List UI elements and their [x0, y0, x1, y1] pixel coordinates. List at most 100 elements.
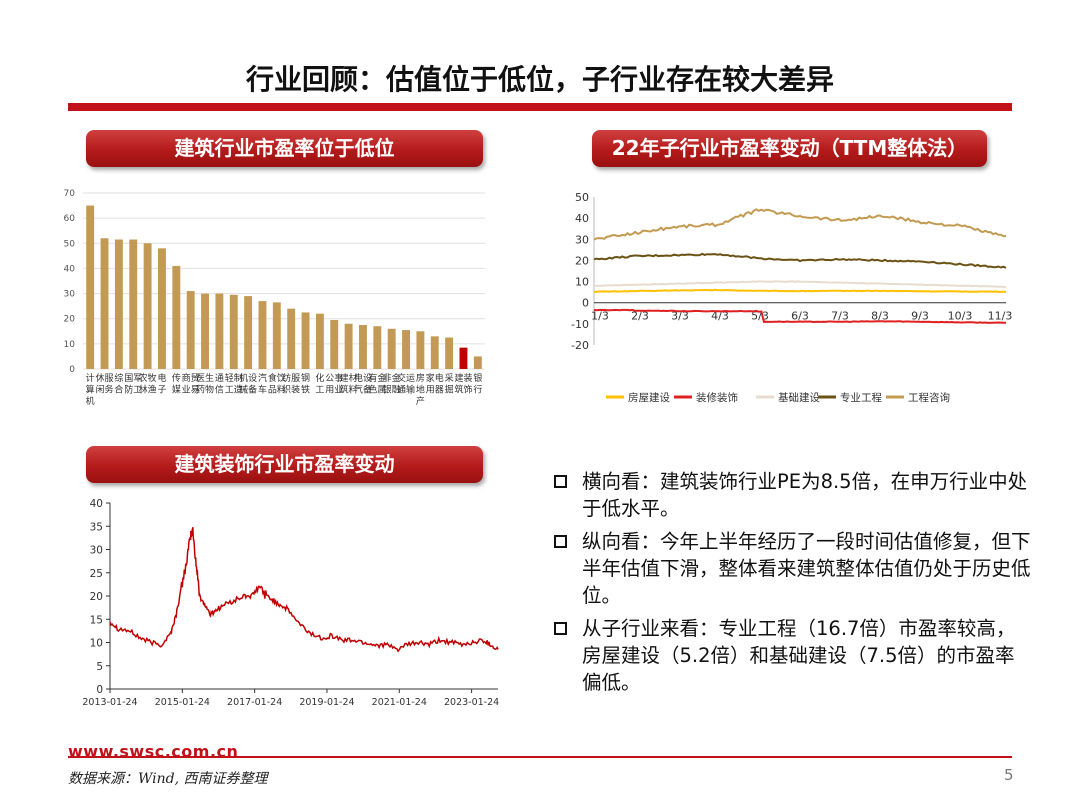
- legend-label: 基础建设: [778, 391, 820, 404]
- x-tick-label: 化工: [315, 372, 324, 396]
- x-tick-label: 交通运输: [397, 372, 415, 396]
- x-tick-label: 有色金属: [368, 372, 386, 396]
- y-tick-label: 20: [575, 254, 589, 267]
- y-tick-label: 10: [64, 340, 76, 350]
- x-tick-label: 公用事业: [325, 372, 343, 396]
- bar: [229, 294, 238, 369]
- y-tick-label: 60: [64, 214, 76, 224]
- checkbox-bullet-icon: [554, 622, 567, 635]
- decoration-pe-history-chart: 0 5 10 15 20 25 30 35 40 2013-01-24 2015-01-24 2017…: [82, 498, 499, 708]
- x-tick-label: 8/3: [871, 310, 889, 323]
- y-tick-label: 70: [64, 189, 76, 199]
- title-underline: [68, 103, 1012, 111]
- x-tick-label: 国防军工: [124, 373, 142, 396]
- bar: [258, 301, 267, 369]
- x-tick-label: 综合: [114, 372, 123, 396]
- x-tick-label: 2023-01-24: [444, 697, 499, 708]
- bar: [244, 296, 253, 369]
- bullet-text: 横向看：建筑装饰行业PE为8.5倍，在申万行业中处于低水平。: [582, 470, 1028, 520]
- bar: [330, 319, 339, 369]
- bar: [114, 239, 123, 369]
- x-tick-label: 钢铁: [301, 372, 310, 396]
- x-tick-label: 医药生物: [196, 372, 214, 396]
- bar: [315, 313, 324, 369]
- bar: [359, 325, 367, 369]
- bar: [186, 291, 195, 369]
- x-tick-label: 纺织服装: [282, 372, 300, 396]
- x-tick-label: 食品饮料: [268, 372, 286, 396]
- series-line: [593, 208, 1007, 241]
- y-tick-label: 30: [64, 290, 76, 300]
- page-number: 5: [1004, 766, 1014, 784]
- y-tick-label: -20: [571, 339, 589, 352]
- y-tick-label: 50: [64, 239, 76, 249]
- x-tick-label: 非银金融: [383, 372, 401, 396]
- x-tick-label: 机械设备: [239, 372, 257, 396]
- x-tick-label: 3/3: [671, 310, 689, 323]
- x-tick-label: 传媒: [172, 372, 181, 396]
- x-tick-label: 9/3: [911, 310, 929, 323]
- bullet-text: 纵向看：今年上半年经历了一段时间估值修复，但下半年估值下滑，整体看来建筑整体估值…: [582, 530, 1031, 607]
- x-tick-label: 休闲服务: [96, 372, 114, 396]
- y-tick-label: 10: [575, 276, 589, 289]
- footer-divider: [68, 756, 1012, 758]
- y-tick-label: 35: [90, 521, 103, 533]
- y-tick-label: 0: [96, 684, 103, 696]
- bar: [86, 205, 95, 369]
- sub-industry-pe-line-chart: -20 -10 0 10 20 30 40 50 1/3 2/3 3/3 4/3 5/3 6/3 7/3 8/…: [571, 191, 1013, 404]
- line-chart-banner: 22年子行业市盈率变动（TTM整体法）: [592, 130, 987, 167]
- x-tick-label: 2/3: [631, 310, 649, 323]
- bar: [459, 347, 468, 369]
- industry-pe-bar-chart: 0 10 20 30 40 50 60 70 计算机休闲服务综合国防军工农林牧渔电子传媒商业贸易…: [64, 189, 485, 407]
- x-tick-label: 2013-01-24: [82, 697, 137, 708]
- x-tick-label: 6/3: [791, 310, 809, 323]
- data-source-note: 数据来源：Wind, 西南证券整理: [68, 771, 268, 787]
- x-tick-label: 11/3: [988, 310, 1013, 323]
- x-tick-label: 2015-01-24: [155, 697, 210, 708]
- y-tick-label: 30: [90, 545, 103, 557]
- legend-label: 工程咨询: [908, 391, 950, 404]
- y-tick-label: 0: [69, 365, 75, 375]
- x-tick-label: 建筑装饰: [454, 372, 472, 396]
- x-tick-label: 2017-01-24: [227, 697, 282, 708]
- x-tick-label: 汽车: [258, 372, 267, 396]
- key-points: 横向看：建筑装饰行业PE为8.5倍，在申万行业中处于低水平。 纵向看：今年上半年…: [552, 468, 1032, 702]
- y-tick-label: 15: [90, 614, 103, 626]
- x-tick-label: 家用电器: [426, 372, 444, 396]
- y-tick-label: 0: [582, 297, 589, 310]
- y-tick-label: 20: [90, 591, 103, 603]
- bar: [287, 308, 296, 369]
- x-tick-label: 轻工制造: [225, 372, 243, 396]
- bar: [373, 326, 382, 369]
- history-chart-banner: 建筑装饰行业市盈率变动: [86, 446, 483, 483]
- bar: [430, 336, 439, 369]
- x-tick-label: 房地产: [416, 372, 425, 407]
- bar: [473, 356, 482, 369]
- y-tick-label: 40: [90, 498, 103, 510]
- bar: [344, 323, 353, 369]
- y-tick-label: 20: [64, 315, 76, 325]
- bar: [172, 265, 181, 369]
- x-tick-label: 电气设备: [354, 372, 372, 396]
- bar: [100, 238, 109, 369]
- x-tick-label: 商业贸易: [182, 372, 200, 396]
- series-line: [593, 288, 1007, 293]
- series-line: [593, 252, 1007, 269]
- bar: [215, 293, 224, 369]
- checkbox-bullet-icon: [554, 475, 567, 488]
- bar: [402, 330, 410, 369]
- bar-chart-banner: 建筑行业市盈率位于低位: [86, 130, 483, 167]
- y-tick-label: 50: [575, 191, 589, 204]
- bar: [158, 248, 166, 369]
- x-tick-label: 2019-01-24: [299, 697, 354, 708]
- y-tick-label: 40: [575, 212, 589, 225]
- bullet-subindustry: 从子行业来看：专业工程（16.7倍）市盈率较高，房屋建设（5.2倍）和基础建设（…: [552, 615, 1032, 696]
- series-line: [593, 280, 1007, 289]
- bar: [387, 328, 396, 369]
- bar: [272, 302, 281, 369]
- x-tick-label: 1/3: [591, 310, 609, 323]
- x-tick-label: 农林牧渔: [139, 372, 157, 396]
- footer-url[interactable]: www.swsc.com.cn: [68, 742, 239, 761]
- y-tick-label: 40: [64, 264, 76, 274]
- bar: [201, 293, 209, 369]
